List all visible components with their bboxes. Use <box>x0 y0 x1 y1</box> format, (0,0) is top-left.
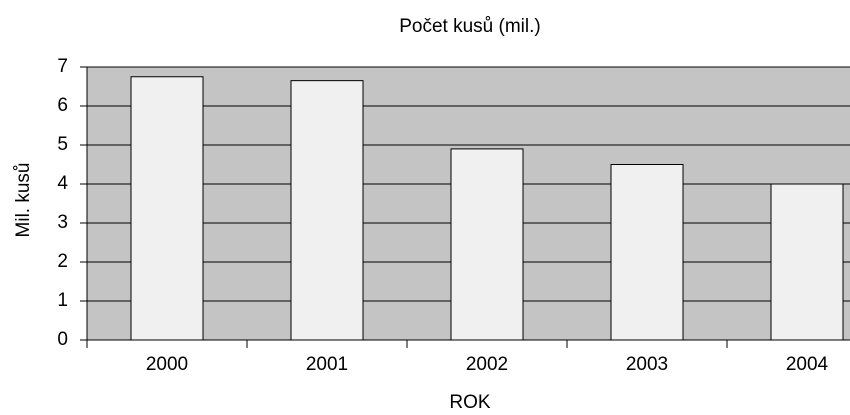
y-tick-label: 3 <box>57 212 68 233</box>
x-tick-label: 2004 <box>786 354 829 375</box>
bar <box>130 76 204 341</box>
bar <box>770 183 844 341</box>
y-tick-label: 6 <box>57 95 68 116</box>
x-axis-label: ROK <box>449 392 491 413</box>
y-tick-label: 2 <box>57 251 68 272</box>
bar <box>450 148 524 341</box>
y-tick-label: 7 <box>57 56 68 77</box>
bar <box>290 80 364 341</box>
y-tick-label: 1 <box>57 290 68 311</box>
y-tick-label: 5 <box>57 134 68 155</box>
x-tick-label: 2003 <box>626 354 668 375</box>
y-axis-label: Mil. kusů <box>13 163 34 238</box>
y-tick-label: 0 <box>57 329 68 350</box>
bar <box>610 164 684 341</box>
x-tick-label: 2001 <box>306 354 348 375</box>
x-tick-label: 2000 <box>146 354 188 375</box>
x-tick-label: 2002 <box>466 354 508 375</box>
y-tick-label: 4 <box>57 173 68 194</box>
chart-title: Počet kusů (mil.) <box>399 16 540 37</box>
